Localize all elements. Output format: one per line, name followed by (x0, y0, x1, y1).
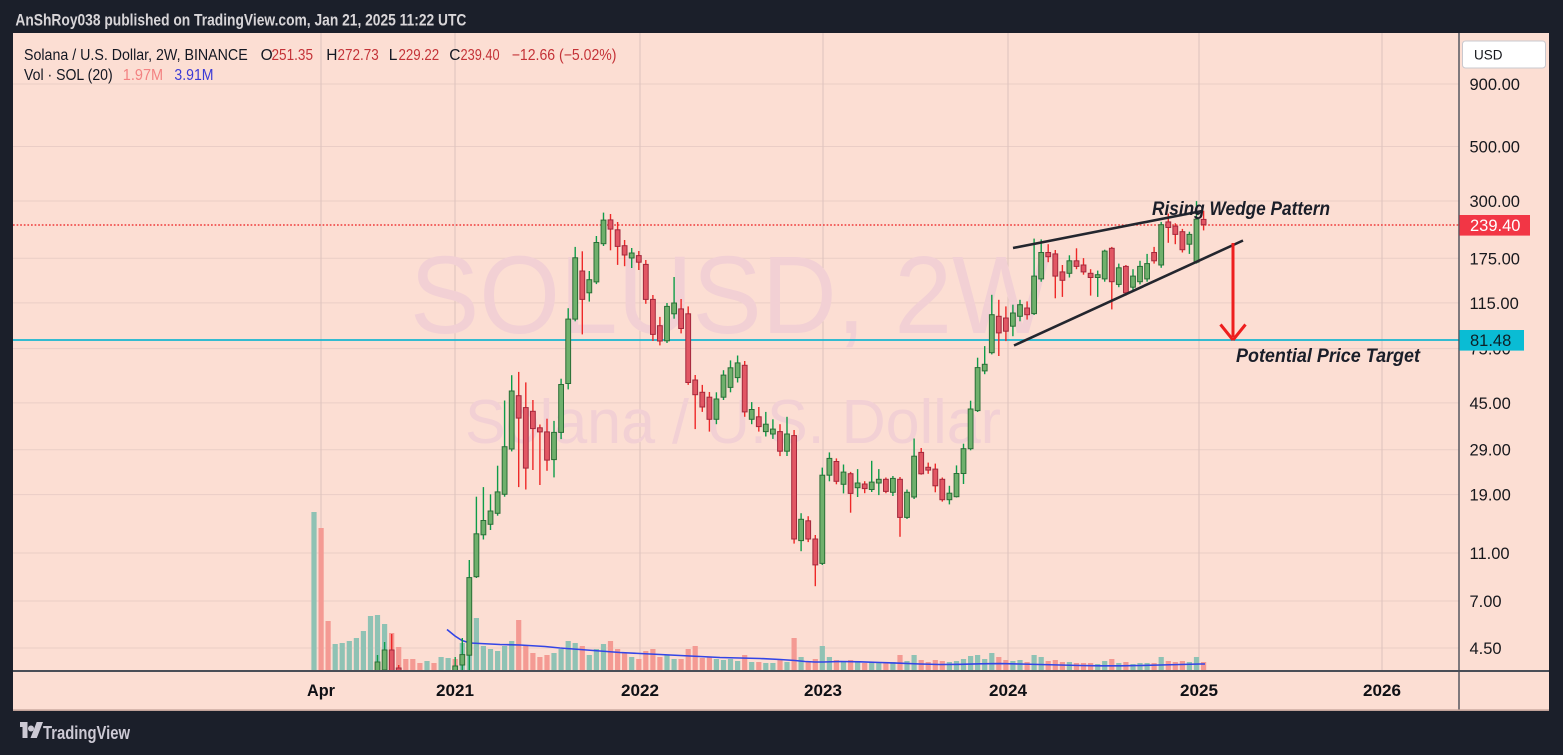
svg-text:1.97M: 1.97M (123, 67, 163, 84)
svg-text:272.73: 272.73 (338, 47, 379, 64)
svg-text:19.00: 19.00 (1470, 487, 1511, 505)
svg-text:2025: 2025 (1180, 682, 1218, 700)
svg-text:239.40: 239.40 (461, 47, 500, 64)
svg-text:229.22: 229.22 (399, 47, 440, 64)
svg-text:AnShRoy038 published on Tradin: AnShRoy038 published on TradingView.com,… (15, 12, 466, 30)
svg-text:O: O (261, 47, 273, 64)
svg-text:251.35: 251.35 (272, 47, 314, 64)
svg-text:2026: 2026 (1363, 682, 1401, 700)
svg-text:239.40: 239.40 (1470, 217, 1520, 235)
svg-text:Apr: Apr (307, 682, 336, 700)
svg-text:175.00: 175.00 (1470, 250, 1520, 268)
svg-text:Rising Wedge Pattern: Rising Wedge Pattern (1152, 199, 1330, 220)
svg-text:29.00: 29.00 (1470, 442, 1511, 460)
svg-text:500.00: 500.00 (1470, 139, 1520, 157)
svg-text:81.48: 81.48 (1470, 332, 1511, 350)
svg-text:Vol · SOL (20): Vol · SOL (20) (24, 67, 113, 84)
svg-text:11.00: 11.00 (1470, 545, 1510, 563)
svg-text:C: C (449, 47, 460, 64)
svg-text:2024: 2024 (989, 682, 1028, 700)
svg-text:3.91M: 3.91M (174, 67, 213, 84)
svg-text:H: H (326, 47, 337, 64)
svg-text:115.00: 115.00 (1470, 295, 1519, 313)
svg-text:300.00: 300.00 (1470, 193, 1520, 211)
svg-text:45.00: 45.00 (1470, 395, 1511, 413)
svg-text:Potential Price Target: Potential Price Target (1236, 346, 1421, 367)
svg-text:USD: USD (1474, 48, 1503, 63)
svg-text:SOLUSD, 2W: SOLUSD, 2W (410, 234, 1050, 357)
svg-text:2023: 2023 (804, 682, 842, 700)
svg-text:900.00: 900.00 (1470, 76, 1520, 94)
svg-text:2022: 2022 (621, 682, 659, 700)
svg-text:7.00: 7.00 (1470, 593, 1502, 611)
svg-text:2021: 2021 (436, 682, 474, 700)
svg-text:TradingView: TradingView (43, 722, 130, 743)
svg-text:L: L (389, 47, 398, 64)
svg-text:Solana / U.S. Dollar, 2W, BINA: Solana / U.S. Dollar, 2W, BINANCE (24, 47, 248, 64)
svg-text:−12.66 (−5.02%): −12.66 (−5.02%) (512, 47, 617, 64)
svg-text:4.50: 4.50 (1470, 640, 1502, 658)
